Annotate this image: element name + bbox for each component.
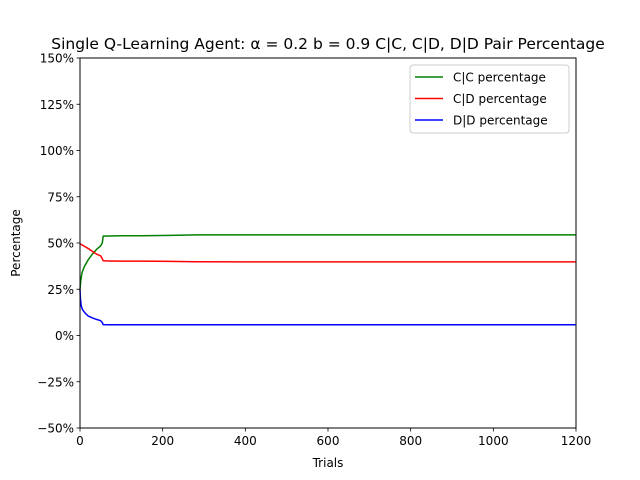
series-line-2	[79, 289, 576, 326]
y-tick-label: 125%	[40, 98, 74, 112]
y-tick-label: 75%	[47, 190, 74, 204]
legend-label: C|C percentage	[453, 71, 546, 85]
y-tick-label: −50%	[37, 422, 74, 436]
series-layer	[79, 234, 576, 326]
x-tick-label: 1000	[478, 434, 509, 448]
legend-label: D|D percentage	[453, 114, 548, 128]
x-tick-label: 400	[234, 434, 257, 448]
y-tick-label: 100%	[40, 144, 74, 158]
y-tick-label: 25%	[47, 283, 74, 297]
y-tick-label: 50%	[47, 237, 74, 251]
y-tick-label: 0%	[55, 329, 74, 343]
x-axis-label: Trials	[312, 456, 344, 470]
x-tick-label: 600	[317, 434, 340, 448]
series-line-0	[79, 234, 576, 290]
x-tick-label: 200	[151, 434, 174, 448]
legend: C|C percentage C|D percentage D|D percenta…	[409, 64, 570, 134]
chart-title: Single Q-Learning Agent: α = 0.2 b = 0.9…	[51, 35, 604, 53]
y-axis-label: Percentage	[9, 209, 23, 277]
y-tick-label: −25%	[37, 375, 74, 389]
y-axis: −50% −25% 0% 25% 50% 75% 100% 125% 150%	[37, 52, 80, 436]
x-tick-label: 1200	[561, 434, 592, 448]
y-tick-label: 150%	[40, 52, 74, 66]
legend-box	[409, 64, 570, 134]
x-tick-label: 0	[76, 434, 84, 448]
series-line-1	[79, 243, 576, 263]
x-axis: 0 200 400 600 800 1000 1200	[76, 428, 591, 448]
legend-label: C|D percentage	[453, 92, 547, 106]
x-tick-label: 800	[399, 434, 422, 448]
